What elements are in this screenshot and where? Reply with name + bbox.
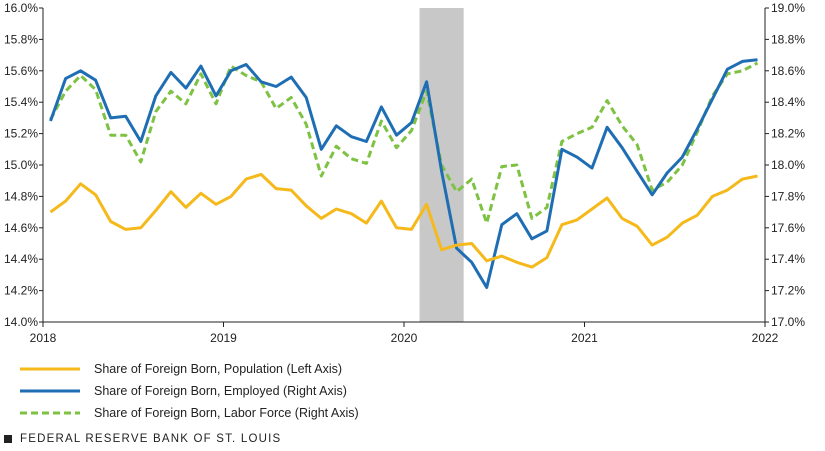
right-tick-label: 17.2% — [771, 284, 805, 298]
legend-label-employed: Share of Foreign Born, Employed (Right A… — [94, 384, 347, 398]
legend-label-labor-force: Share of Foreign Born, Labor Force (Righ… — [94, 406, 359, 420]
right-tick-label: 18.2% — [771, 127, 805, 141]
left-tick-label: 15.2% — [4, 127, 38, 141]
series-line-2 — [49, 61, 759, 225]
right-tick-label: 18.6% — [771, 64, 805, 78]
series-layer — [49, 58, 759, 289]
legend: Share of Foreign Born, Population (Left … — [20, 358, 359, 424]
footer-text: FEDERAL RESERVE BANK OF ST. LOUIS — [20, 433, 282, 445]
legend-item-employed: Share of Foreign Born, Employed (Right A… — [20, 380, 359, 402]
right-tick-label: 18.4% — [771, 95, 805, 109]
left-tick-label: 14.8% — [4, 189, 38, 203]
left-tick-label: 14.0% — [4, 315, 38, 329]
left-tick-label: 16.0% — [4, 1, 38, 15]
left-tick-label: 15.4% — [4, 95, 38, 109]
legend-swatch-employed — [20, 385, 80, 397]
x-tick-label: 2019 — [210, 331, 237, 345]
left-tick-label: 14.2% — [4, 284, 38, 298]
source-footer: FEDERAL RESERVE BANK OF ST. LOUIS — [4, 433, 281, 445]
x-tick-label: 2020 — [391, 331, 418, 345]
right-tick-label: 17.6% — [771, 221, 805, 235]
left-tick-label: 14.6% — [4, 221, 38, 235]
right-tick-label: 19.0% — [771, 1, 805, 15]
legend-item-labor-force: Share of Foreign Born, Labor Force (Righ… — [20, 402, 359, 424]
right-tick-label: 17.8% — [771, 189, 805, 203]
right-tick-label: 17.0% — [771, 315, 805, 329]
x-tick-label: 2022 — [752, 331, 779, 345]
left-tick-label: 14.4% — [4, 252, 38, 266]
left-tick-label: 15.0% — [4, 158, 38, 172]
x-tick-label: 2021 — [571, 331, 598, 345]
left-tick-label: 15.6% — [4, 64, 38, 78]
legend-swatch-labor-force — [20, 407, 80, 419]
right-tick-label: 17.4% — [771, 252, 805, 266]
series-line-1 — [49, 58, 758, 289]
right-tick-label: 18.8% — [771, 32, 805, 46]
legend-label-population: Share of Foreign Born, Population (Left … — [94, 362, 343, 376]
legend-item-population: Share of Foreign Born, Population (Left … — [20, 358, 359, 380]
series-line-0 — [49, 172, 758, 269]
footer-square-icon — [4, 435, 12, 443]
x-tick-label: 2018 — [30, 331, 57, 345]
legend-swatch-population — [20, 363, 80, 375]
left-tick-label: 15.8% — [4, 32, 38, 46]
tick-labels: 14.0% 14.2% 14.4% 14.6% 14.8% 15.0% 15.2% 15.4%… — [4, 1, 805, 345]
axes — [42, 8, 766, 323]
right-tick-label: 18.0% — [771, 158, 805, 172]
